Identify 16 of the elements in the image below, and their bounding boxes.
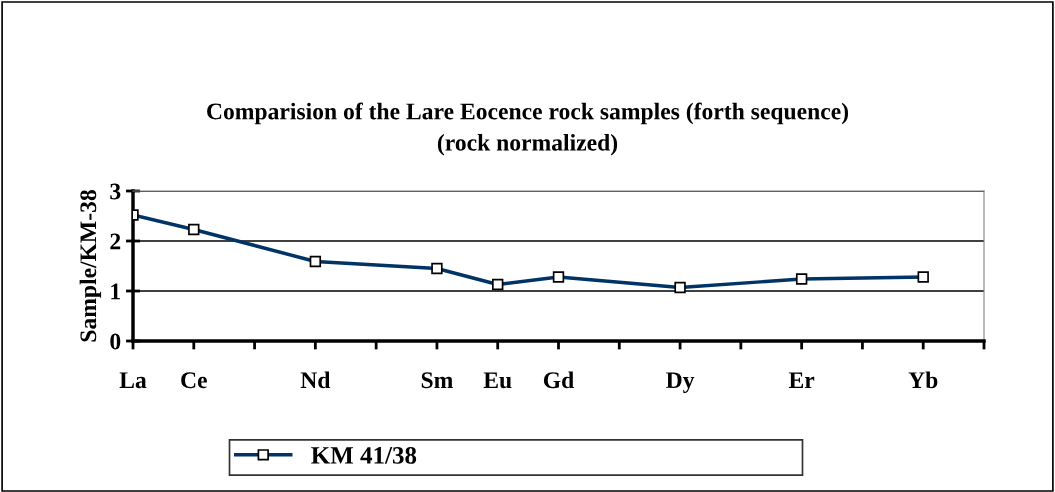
x-tick-label: Sm — [421, 372, 453, 389]
x-tick-label: Yb — [908, 371, 938, 389]
x-tick-label: Ce — [181, 372, 207, 389]
legend-label: KM 41/38 — [311, 446, 417, 464]
x-tick-label: Dy — [666, 372, 695, 393]
x-tick-label: Gd — [543, 371, 574, 389]
y-tick-label: 0 — [110, 333, 121, 350]
y-tick-label: 1 — [111, 283, 120, 300]
x-tick-label: Er — [788, 372, 815, 388]
x-tick-label: Eu — [483, 372, 512, 389]
y-tick-label: 2 — [110, 233, 121, 250]
y-tick-label: 3 — [110, 183, 121, 200]
chart-title: Comparision of the Lare Eocence rock samples (forth sequence) (rock normalized) — [207, 102, 849, 156]
x-tick-label: Nd — [300, 371, 331, 389]
y-axis-title: Sample/KM-38 — [79, 190, 102, 342]
x-tick-label: La — [119, 372, 147, 389]
